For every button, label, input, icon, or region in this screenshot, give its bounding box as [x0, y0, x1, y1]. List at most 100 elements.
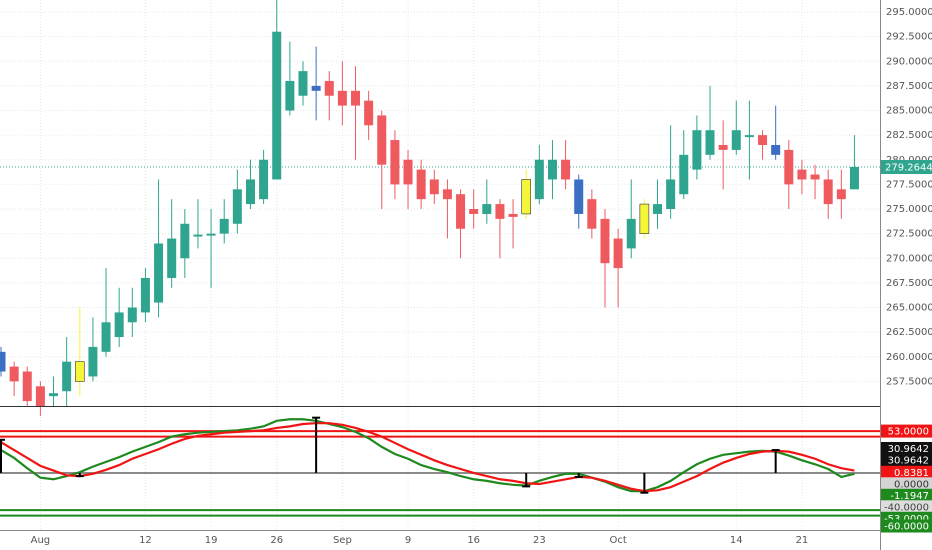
candle-body — [167, 238, 177, 278]
candle-body — [245, 179, 255, 205]
y-tick-label: 290.0000 — [886, 56, 932, 67]
candle-body — [442, 189, 452, 200]
axis-value-box — [881, 519, 932, 533]
candle-body — [508, 213, 518, 217]
candle-body — [9, 366, 19, 382]
last-price-box — [881, 160, 932, 175]
y-tick-label: 267.5000 — [886, 278, 932, 289]
candle-body — [771, 144, 781, 155]
candle-body — [127, 307, 137, 323]
candle-body — [35, 386, 45, 406]
y-tick-label: 265.0000 — [886, 303, 932, 314]
candle-body — [259, 159, 269, 200]
candle-body — [639, 203, 650, 234]
axis-value-label: 0.0000 — [894, 479, 929, 490]
candle-body — [154, 243, 164, 303]
x-tick-label: 21 — [796, 535, 809, 546]
candle-body — [495, 204, 505, 219]
y-tick-label: 277.5000 — [886, 179, 932, 190]
candle-body — [390, 140, 400, 185]
x-tick-label: Sep — [333, 535, 352, 546]
y-tick-label: 295.0000 — [886, 7, 932, 18]
candle-body — [521, 179, 532, 215]
y-tick-label: 275.0000 — [886, 204, 932, 215]
candle-body — [482, 204, 492, 214]
y-tick-label: 282.5000 — [886, 130, 932, 141]
x-tick-label: 9 — [405, 535, 411, 546]
axis-value-label: 30.9642 — [888, 444, 929, 455]
candle-body — [140, 277, 150, 313]
oscillator-line — [0, 418, 855, 493]
x-tick-label: 14 — [730, 535, 743, 546]
candle-body — [101, 322, 111, 352]
axis-value-label: -60.0000 — [884, 522, 929, 533]
candle-body — [206, 233, 216, 236]
axis-value-box — [881, 453, 932, 467]
y-tick-label: 270.0000 — [886, 253, 932, 264]
y-tick-label: 272.5000 — [886, 229, 932, 240]
candle-body — [797, 169, 807, 180]
candle-body — [705, 130, 715, 155]
candle-body — [600, 218, 610, 264]
x-tick-label: 16 — [467, 535, 480, 546]
oscillator-line — [0, 422, 855, 493]
candle-body — [836, 189, 846, 200]
axis-value-box — [881, 424, 932, 438]
axis-value-label: 53.0000 — [888, 427, 929, 438]
candle-body — [298, 71, 308, 96]
candle-body — [666, 179, 676, 210]
y-tick-label: 257.5000 — [886, 376, 932, 387]
candle-body — [416, 169, 426, 200]
candle-body — [653, 204, 662, 214]
candle-body — [692, 130, 702, 170]
x-tick-label: Oct — [609, 535, 626, 546]
candle-body — [62, 361, 72, 392]
axis-value-label: -1.1947 — [890, 491, 929, 502]
candle-body — [0, 351, 6, 372]
candle-body — [272, 31, 282, 180]
candle-body — [718, 144, 728, 150]
candle-body — [193, 234, 203, 237]
candle-body — [364, 100, 374, 126]
axis-value-label: -53.0000 — [884, 514, 929, 525]
candle-body — [74, 361, 85, 382]
candle-body — [232, 189, 242, 224]
x-tick-label: 26 — [270, 535, 283, 546]
candle-body — [574, 179, 584, 214]
candle-body — [849, 167, 859, 190]
candle-body — [180, 223, 190, 259]
candle-body — [534, 159, 544, 200]
y-tick-label: 285.0000 — [886, 106, 932, 117]
axis-value-box — [881, 465, 932, 479]
y-tick-label: 287.5000 — [886, 81, 932, 92]
y-tick-label: 260.0000 — [886, 352, 932, 363]
x-tick-label: 23 — [533, 535, 546, 546]
candle-body — [337, 90, 347, 106]
candle-body — [561, 159, 571, 180]
candle-body — [469, 209, 479, 214]
axis-value-label: -40.0000 — [884, 502, 929, 513]
candle-body — [377, 115, 387, 165]
candle-body — [744, 135, 754, 138]
candle-body — [351, 90, 361, 106]
candle-body — [758, 135, 768, 145]
candle-body — [587, 199, 597, 229]
candle-body — [429, 179, 439, 195]
y-tick-label: 292.5000 — [886, 32, 932, 43]
candle-body — [403, 159, 413, 185]
candle-body — [49, 393, 59, 397]
axis-value-label: 30.9642 — [888, 455, 929, 466]
candle-body — [626, 218, 636, 249]
candle-body — [285, 80, 295, 111]
x-tick-label: Aug — [31, 535, 51, 546]
candle-body — [613, 238, 623, 269]
last-price-label: 279.2644 — [885, 163, 932, 174]
candle-body — [823, 179, 833, 205]
candle-body — [547, 159, 557, 180]
x-tick-label: 12 — [139, 535, 152, 546]
axis-value-label: 0.8381 — [894, 468, 929, 479]
x-tick-label: 19 — [205, 535, 218, 546]
axis-value-box — [881, 441, 932, 455]
